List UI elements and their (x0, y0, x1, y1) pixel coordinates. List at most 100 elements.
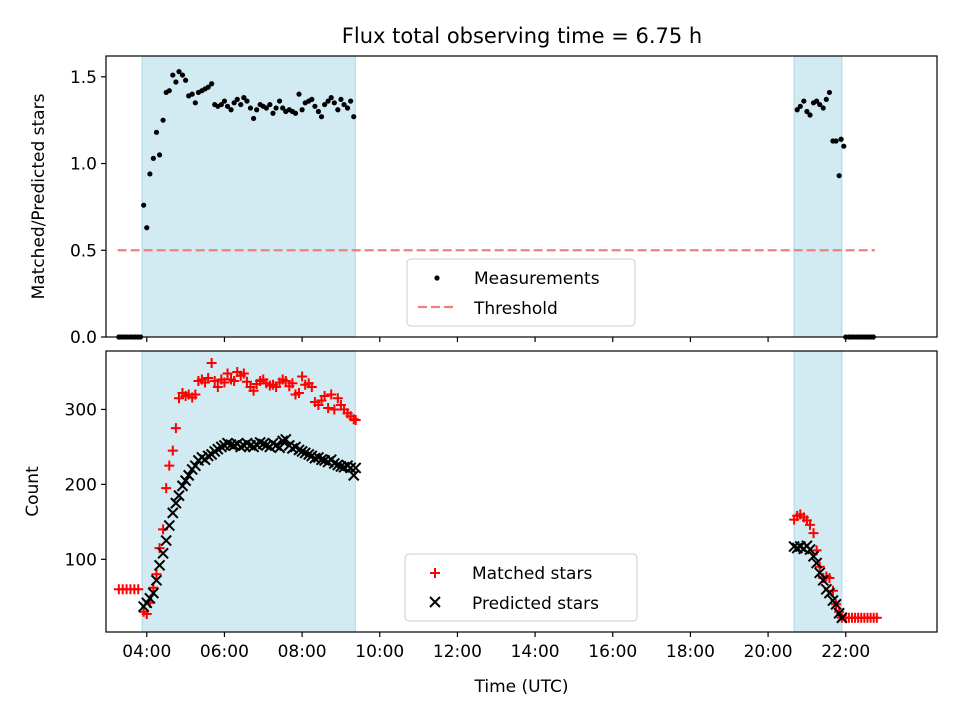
bottom-ytick-label-1: 200 (65, 475, 97, 495)
bottom-xtick-label-1: 06:00 (200, 642, 249, 662)
predicted-point-20 (202, 450, 214, 462)
bottom-ytick-label-2: 300 (65, 400, 97, 420)
measurement-point-33 (218, 101, 224, 108)
measurement-point-44 (254, 107, 260, 113)
predicted-point-48 (293, 444, 305, 456)
measurement-point-29 (205, 84, 211, 90)
legend-threshold-label: Threshold (473, 299, 558, 319)
predicted-point-44 (280, 433, 292, 446)
measurement-point-81 (814, 98, 820, 104)
measurement-point-71 (341, 101, 347, 108)
matched-point-16 (170, 423, 181, 434)
measurement-point-43 (250, 115, 257, 122)
predicted-point-16 (189, 459, 202, 472)
bottom-xtick-label-7: 18:00 (666, 642, 715, 662)
measurement-point-47 (263, 105, 269, 111)
measurement-point-51 (276, 98, 283, 104)
predicted-point-24 (215, 441, 228, 453)
predicted-point-73 (807, 550, 820, 563)
predicted-point-37 (257, 438, 269, 450)
matched-point-37 (238, 368, 249, 379)
measurement-point-30 (209, 81, 215, 87)
legend-predicted-marker (429, 596, 441, 608)
predicted-stars-points (137, 433, 848, 624)
predicted-point-72 (804, 543, 816, 556)
measurement-point-70 (338, 96, 344, 102)
predicted-point-51 (302, 448, 315, 461)
measurement-point-72 (344, 105, 351, 111)
matched-point-10 (151, 569, 162, 580)
measurement-point-64 (318, 114, 325, 120)
matched-point-40 (248, 385, 259, 396)
matched-point-34 (229, 375, 240, 386)
bottom-y-axis-label: Count (23, 466, 43, 517)
predicted-point-64 (344, 462, 357, 474)
predicted-point-28 (228, 439, 240, 452)
predicted-point-6 (157, 547, 169, 560)
top-panel-ratio: 0.0 0.5 1.0 1.5 Matched/Predicted stars Mea… (29, 55, 938, 348)
measurement-point-38 (234, 96, 240, 102)
measurement-point-88 (836, 173, 842, 179)
shaded-band-2 (793, 350, 843, 633)
measurement-point-77 (801, 98, 807, 104)
predicted-point-43 (276, 435, 289, 447)
measurement-point-18 (170, 72, 176, 78)
bottom-legend: Matched stars Predicted stars (404, 553, 638, 622)
matched-point-28 (209, 375, 220, 386)
matched-point-65 (329, 404, 340, 415)
measurement-point-87 (833, 138, 839, 144)
predicted-point-59 (328, 457, 341, 470)
measurement-point-24 (189, 91, 195, 97)
measurement-point-22 (183, 77, 189, 83)
predicted-point-36 (254, 436, 266, 449)
chart-title: Flux total observing time = 6.75 h (342, 24, 702, 48)
measurement-point-78 (804, 108, 810, 115)
measurement-point-66 (325, 98, 331, 104)
measurement-point-21 (179, 72, 186, 78)
predicted-point-42 (273, 441, 286, 454)
measurement-point-10 (144, 225, 150, 231)
matched-point-13 (161, 483, 172, 494)
predicted-point-4 (150, 574, 163, 587)
matched-point-22 (190, 389, 201, 400)
bottom-xtick-label-0: 04:00 (122, 642, 171, 662)
measurement-point-58 (299, 107, 305, 113)
legend-matched-label: Matched stars (472, 564, 592, 584)
predicted-point-5 (153, 559, 166, 572)
top-legend-box (406, 258, 636, 327)
matched-point-66 (332, 393, 343, 404)
measurement-point-79 (807, 112, 813, 118)
bottom-x-ticks: 04:00 06:00 08:00 10:00 12:00 14:00 16:00 18:00… (122, 632, 870, 662)
matched-point-27 (206, 357, 217, 368)
matched-point-32 (222, 368, 233, 379)
legend-measurements-label: Measurements (474, 269, 600, 289)
predicted-point-50 (299, 447, 311, 459)
measurement-point-15 (160, 117, 166, 123)
predicted-point-75 (814, 567, 826, 579)
measurement-point-57 (296, 91, 302, 97)
measurement-point-50 (273, 105, 279, 111)
matched-point-62 (319, 390, 330, 401)
measurement-point-11 (147, 171, 153, 177)
predicted-point-80 (830, 598, 842, 610)
measurement-point-35 (224, 103, 231, 109)
predicted-point-60 (332, 459, 344, 471)
predicted-point-76 (817, 574, 829, 587)
matched-point-5 (133, 584, 144, 595)
bottom-xtick-label-2: 08:00 (278, 642, 327, 662)
matched-point-15 (167, 445, 178, 456)
measurement-point-89 (838, 136, 844, 142)
bottom-xtick-label-8: 20:00 (744, 642, 793, 662)
measurement-point-49 (270, 110, 276, 116)
legend-measurements-marker (434, 275, 440, 281)
measurement-point-13 (153, 129, 160, 135)
matched-point-17 (174, 393, 185, 404)
measurement-point-67 (328, 95, 334, 101)
predicted-point-30 (235, 441, 247, 453)
measurement-point-75 (794, 107, 800, 113)
shaded-band-2 (793, 55, 843, 338)
bottom-panel-counts: 100 200 300 04:00 06:00 08:00 10:00 12:00 14:00… (23, 350, 938, 697)
measurement-point-39 (238, 101, 244, 108)
predicted-point-53 (309, 452, 321, 464)
predicted-point-2 (144, 592, 156, 604)
